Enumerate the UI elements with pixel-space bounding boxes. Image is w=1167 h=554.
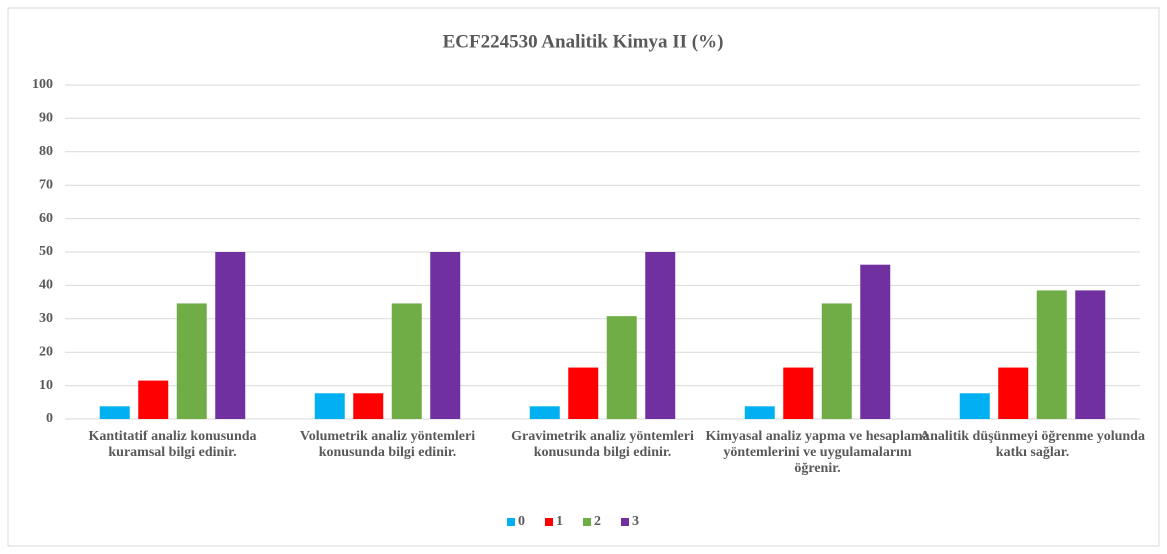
x-tick-label: Gravimetrik analiz yöntemleri konusunda …: [511, 429, 694, 460]
bar: [176, 303, 207, 419]
x-tick-label-box: Kantitatif analiz konusunda kuramsal bil…: [88, 429, 257, 460]
bar: [391, 303, 422, 419]
bar: [529, 406, 560, 419]
y-tick-label: 60: [39, 211, 53, 226]
y-tick-label: 40: [39, 278, 53, 293]
legend-label: 1: [556, 514, 563, 529]
legend-swatch: [583, 518, 591, 526]
bar: [430, 252, 461, 419]
bar: [606, 316, 637, 419]
bar: [314, 393, 345, 419]
y-tick-label: 50: [39, 244, 53, 259]
bar: [138, 380, 169, 419]
bar: [568, 367, 599, 419]
y-tick-label: 0: [46, 411, 53, 426]
y-tick-label: 70: [39, 177, 53, 192]
bar: [860, 264, 891, 419]
x-tick-label-box: Analitik düşünmeyi öğrenme yolunda katkı…: [920, 429, 1145, 460]
chart-border: [7, 7, 1160, 547]
x-tick-label: Volumetrik analiz yöntemleri konusunda b…: [299, 429, 476, 460]
x-tick-label-box: Volumetrik analiz yöntemleri konusunda b…: [299, 429, 476, 460]
x-tick-label: Kimyasal analiz yapma ve hesaplama yönte…: [705, 429, 930, 476]
bar: [99, 406, 130, 419]
bar: [215, 252, 246, 419]
x-tick-label-box: Gravimetrik analiz yöntemleri konusunda …: [511, 429, 694, 460]
x-tick-label: Analitik düşünmeyi öğrenme yolunda katkı…: [920, 429, 1145, 460]
y-tick-label: 100: [32, 77, 53, 92]
bar: [959, 393, 990, 419]
bar: [744, 406, 775, 419]
y-tick-label: 80: [39, 144, 53, 159]
legend-swatch: [621, 518, 629, 526]
legend-label: 0: [518, 514, 525, 529]
bar: [645, 252, 676, 419]
bar: [998, 367, 1029, 419]
y-tick-label: 90: [39, 111, 53, 126]
bar: [821, 303, 852, 419]
bar: [1075, 290, 1106, 419]
bar: [1036, 290, 1067, 419]
legend-swatch: [545, 518, 553, 526]
y-tick-label: 10: [39, 378, 53, 393]
y-tick-label: 20: [39, 344, 53, 359]
x-tick-label-box: Kimyasal analiz yapma ve hesaplama yönte…: [705, 429, 930, 476]
legend-label: 2: [594, 514, 601, 529]
bar: [783, 367, 814, 419]
legend-swatch: [507, 518, 515, 526]
bar: [353, 393, 384, 419]
chart-title: ECF224530 Analitik Kimya II (%): [443, 31, 724, 52]
y-tick-label: 30: [39, 311, 53, 326]
x-tick-label: Kantitatif analiz konusunda kuramsal bil…: [88, 429, 257, 460]
legend-label: 3: [632, 514, 639, 529]
